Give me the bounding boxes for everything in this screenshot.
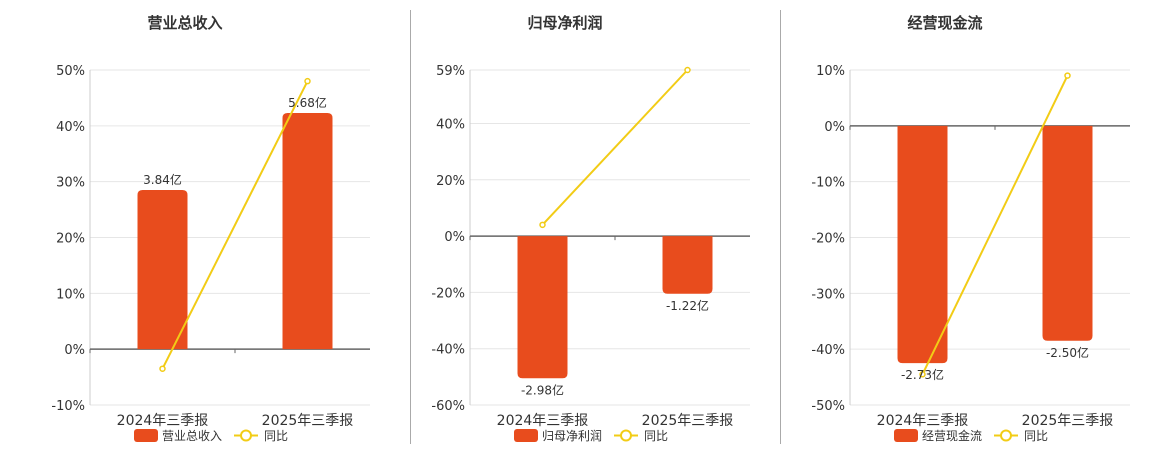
y-tick-label: -40% xyxy=(811,343,845,358)
legend-bar-swatch xyxy=(134,429,158,442)
legend-line-label: 同比 xyxy=(1024,429,1048,443)
legend-line-marker xyxy=(620,429,632,442)
yoy-point xyxy=(159,365,166,372)
yoy-line xyxy=(541,69,689,226)
chart-title: 营业总收入 xyxy=(147,14,223,32)
legend-line-label: 同比 xyxy=(264,429,288,443)
x-category-label: 2025年三季报 xyxy=(1022,413,1114,429)
y-tick-label: 40% xyxy=(436,117,465,132)
legend: 营业总收入 同比 xyxy=(134,429,288,443)
y-tick-label: 20% xyxy=(56,232,85,247)
y-tick-label: 30% xyxy=(56,176,85,191)
panel-divider xyxy=(780,10,781,444)
bar xyxy=(137,190,188,350)
legend-bar-swatch xyxy=(514,429,538,442)
y-tick-label: 0% xyxy=(444,230,465,245)
yoy-point xyxy=(684,66,691,74)
y-tick-label: -10% xyxy=(811,176,845,191)
y-tick-label: 10% xyxy=(56,287,85,302)
y-tick-label: 0% xyxy=(64,343,85,358)
y-tick-label: -30% xyxy=(811,287,845,302)
bar-value-label: -2.73亿 xyxy=(901,367,944,382)
y-tick-label: -60% xyxy=(431,399,465,414)
legend-bar-label: 经营现金流 xyxy=(922,428,982,443)
legend-bar-label: 归母净利润 xyxy=(542,429,602,443)
y-tick-label: -50% xyxy=(811,399,845,414)
yoy-line xyxy=(921,75,1069,375)
chart-panel-cashflow: 经营现金流 10% 0% -10% -20% -30% -40% -50% -2.73亿 -2.… xyxy=(760,0,1141,450)
net-profit-chart: 59% 40% 20% 0% -20% -40% -60% -2.98亿 -1.22亿 2024年… xyxy=(431,64,761,443)
y-tick-label: -10% xyxy=(51,399,85,414)
y-tick-label: 0% xyxy=(824,120,845,135)
bar-value-label: 3.84亿 xyxy=(143,172,182,187)
y-tick-label: 20% xyxy=(436,174,465,189)
yoy-point xyxy=(919,371,926,378)
legend-bar-label: 营业总收入 xyxy=(162,429,222,443)
yoy-point xyxy=(304,77,311,85)
revenue-chart: 50% 40% 30% 20% 10% 0% -10% 3.84亿 5.68亿 2024年三季报 2… xyxy=(51,64,381,443)
bar xyxy=(517,236,568,379)
y-tick-label: 40% xyxy=(56,120,85,135)
yoy-point xyxy=(539,221,546,229)
y-tick-label: 50% xyxy=(56,64,85,79)
y-tick-label: -20% xyxy=(431,286,465,301)
x-category-label: 2024年三季报 xyxy=(497,413,589,429)
bar-value-label: -2.98亿 xyxy=(521,382,564,397)
bar-value-label: 5.68亿 xyxy=(288,95,327,110)
y-tick-label: 10% xyxy=(816,64,845,79)
chart-panel-revenue: 营业总收入 50% 40% 30% 20% 10% 0% -10% 3.84亿 5.68亿 202… xyxy=(0,0,381,450)
cashflow-chart: 10% 0% -10% -20% -30% -40% -50% -2.73亿 -2.50亿 202… xyxy=(811,64,1141,443)
y-tick-label: 59% xyxy=(436,64,465,79)
legend-line-marker xyxy=(240,429,252,442)
legend-line-marker xyxy=(1000,429,1012,442)
bar-value-label: -1.22亿 xyxy=(666,298,709,313)
chart-title: 归母净利润 xyxy=(527,14,603,32)
bar-value-label: -2.50亿 xyxy=(1046,345,1089,360)
y-tick-label: -40% xyxy=(431,343,465,358)
chart-title: 经营现金流 xyxy=(907,14,983,32)
yoy-line xyxy=(161,80,309,370)
bar xyxy=(662,236,713,294)
legend-line-label: 同比 xyxy=(644,429,668,443)
bar xyxy=(282,112,333,350)
bar xyxy=(1042,125,1093,341)
x-category-label: 2024年三季报 xyxy=(877,413,969,429)
panel-divider xyxy=(410,10,411,444)
chart-panel-net-profit: 归母净利润 59% 40% 20% 0% -20% -40% -60% -2.98亿 -1.22… xyxy=(380,0,761,450)
x-category-label: 2024年三季报 xyxy=(117,413,209,429)
y-tick-label: -20% xyxy=(811,232,845,247)
legend: 归母净利润 同比 xyxy=(514,429,668,443)
bar xyxy=(897,125,948,364)
legend-bar-swatch xyxy=(894,429,918,442)
x-category-label: 2025年三季报 xyxy=(642,413,734,429)
yoy-point xyxy=(1064,72,1071,79)
legend: 经营现金流 同比 xyxy=(894,428,1048,443)
x-category-label: 2025年三季报 xyxy=(262,413,354,429)
